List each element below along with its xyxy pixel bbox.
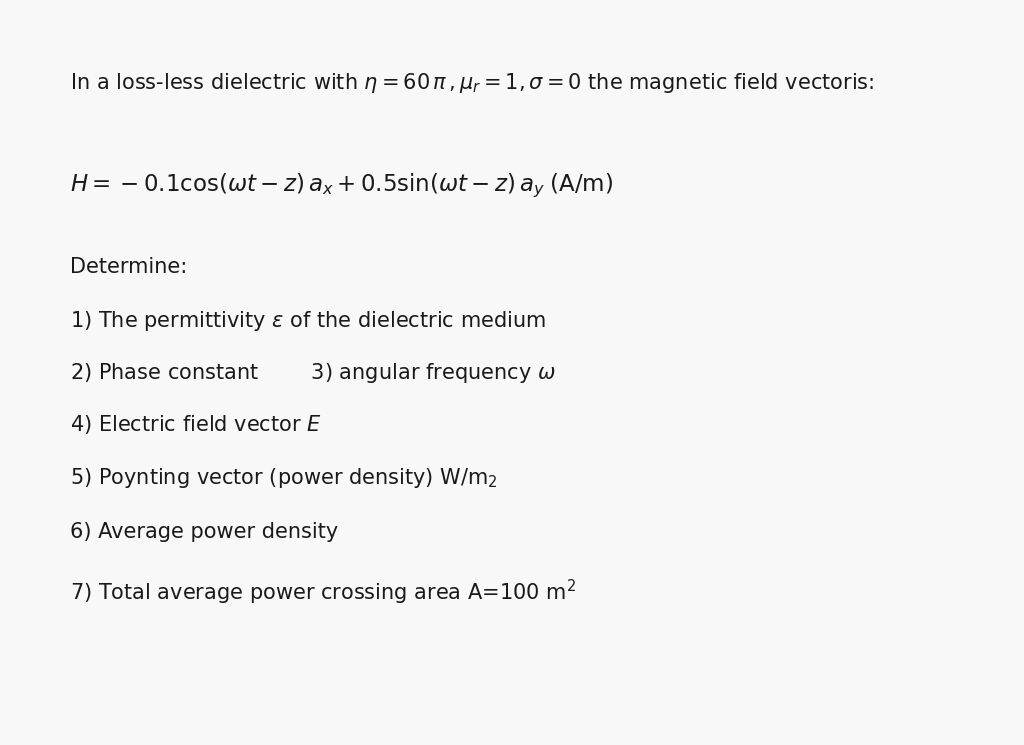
Text: In a loss-less dielectric with $\eta = 60\,\pi\,,\mu_r = 1, \sigma = 0$ the magn: In a loss-less dielectric with $\eta = 6…	[70, 71, 873, 95]
Text: 1) The permittivity $\epsilon$ of the dielectric medium: 1) The permittivity $\epsilon$ of the di…	[70, 309, 546, 333]
Text: 5) Poynting vector (power density) W/m$_2$: 5) Poynting vector (power density) W/m$_…	[70, 466, 498, 489]
Text: 6) Average power density: 6) Average power density	[70, 522, 338, 542]
Text: 7) Total average power crossing area A=100 m$^2$: 7) Total average power crossing area A=1…	[70, 577, 575, 606]
Text: $H = -0.1\cos(\omega t - z)\,a_x + 0.5\sin(\omega t - z)\,a_y\;\mathrm{(A/m)}$: $H = -0.1\cos(\omega t - z)\,a_x + 0.5\s…	[70, 171, 612, 200]
Text: Determine:: Determine:	[70, 257, 187, 277]
Text: 2) Phase constant        3) angular frequency $\omega$: 2) Phase constant 3) angular frequency $…	[70, 361, 555, 385]
Text: 4) Electric field vector $E$: 4) Electric field vector $E$	[70, 413, 322, 437]
